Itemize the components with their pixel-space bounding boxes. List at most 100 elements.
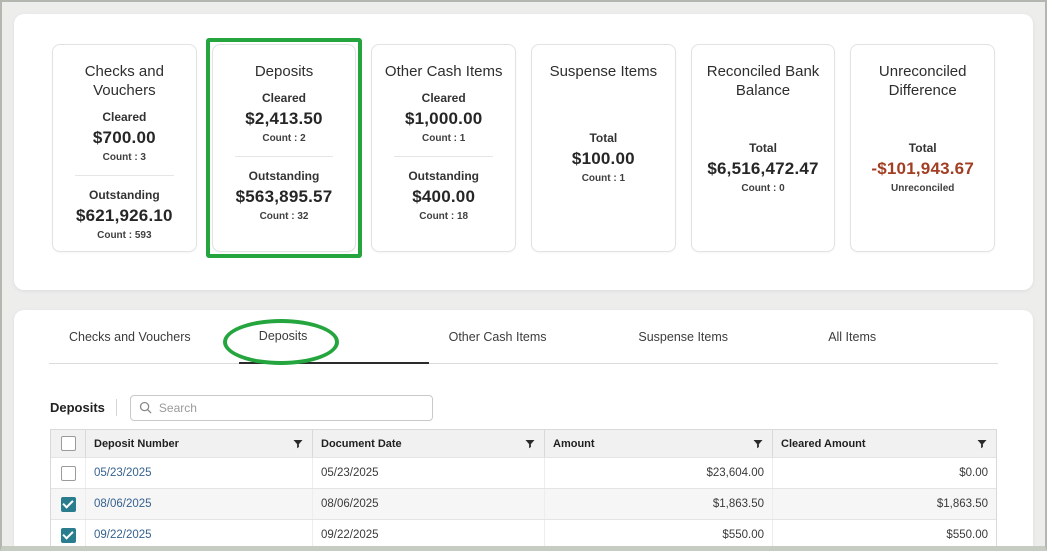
summary-card-unreconciled-difference[interactable]: Unreconciled Difference Total -$101,943.… (850, 44, 996, 252)
tab-label: All Items (828, 329, 877, 344)
card-section-label: Total (908, 140, 937, 155)
summary-card-other-cash-items[interactable]: Other Cash Items Cleared $1,000.00 Count… (371, 44, 517, 252)
amount-cell: $23,604.00 (544, 458, 772, 488)
cleared-amount-cell: $1,863.50 (772, 489, 996, 519)
section-title: Deposits (50, 400, 105, 415)
card-section-label: Cleared (421, 90, 466, 105)
table-header-row: Deposit Number Document Date Amount Clea… (51, 430, 996, 457)
deposit-number-cell: 09/22/2025 (85, 520, 312, 546)
filter-icon[interactable] (976, 438, 988, 450)
card-sections: Cleared $2,413.50 Count : 2 Outstanding … (221, 91, 348, 222)
deposit-number-cell: 08/06/2025 (85, 489, 312, 519)
deposits-table: Deposit Number Document Date Amount Clea… (50, 429, 997, 546)
card-section-count: Count : 32 (259, 210, 309, 222)
column-header-label: Document Date (321, 437, 402, 450)
amount-cell: $1,863.50 (544, 489, 772, 519)
card-section: Total $6,516,472.47 Count : 0 (700, 141, 827, 194)
card-section: Cleared $1,000.00 Count : 1 (380, 91, 507, 144)
select-all-cell (51, 430, 85, 457)
card-divider (394, 155, 494, 157)
card-section-label: Total (589, 131, 618, 146)
card-section-amount: $2,413.50 (245, 108, 323, 128)
checkbox-cell (51, 489, 85, 519)
deposit-number-link[interactable]: 09/22/2025 (94, 529, 152, 541)
card-title: Reconciled Bank Balance (706, 63, 820, 99)
search-box[interactable] (129, 394, 433, 421)
card-section: Total -$101,943.67 Unreconciled (859, 141, 986, 194)
card-sections: Cleared $700.00 Count : 3 Outstanding $6… (61, 110, 188, 241)
checkbox-cell (51, 520, 85, 546)
card-section-amount: -$101,943.67 (871, 158, 974, 178)
tab-checks-and-vouchers[interactable]: Checks and Vouchers (49, 310, 239, 363)
card-section-count: Count : 3 (102, 151, 146, 163)
row-checkbox[interactable] (60, 527, 76, 543)
tab-deposits[interactable]: Deposits (238, 310, 429, 364)
card-title: Checks and Vouchers (84, 63, 164, 99)
summary-panel: Checks and Vouchers Cleared $700.00 Coun… (14, 14, 1033, 290)
card-sections: Cleared $1,000.00 Count : 1 Outstanding … (380, 91, 507, 222)
summary-card-checks-and-vouchers[interactable]: Checks and Vouchers Cleared $700.00 Coun… (52, 44, 197, 252)
search-icon (139, 401, 152, 414)
deposit-number-link[interactable]: 08/06/2025 (94, 498, 152, 510)
card-title: Unreconciled Difference (878, 63, 967, 99)
card-section-count: Count : 1 (422, 132, 466, 144)
document-date-cell: 09/22/2025 (312, 520, 544, 546)
cleared-amount-cell: $550.00 (772, 520, 996, 546)
card-section-count: Count : 2 (262, 132, 306, 144)
card-section: Outstanding $563,895.57 Count : 32 (221, 169, 348, 222)
table-body: 05/23/2025 05/23/2025 $23,604.00 $0.00 0… (51, 457, 996, 546)
tab-label: Deposits (258, 329, 308, 343)
summary-card-deposits[interactable]: Deposits Cleared $2,413.50 Count : 2 Out… (205, 38, 363, 258)
card-divider (75, 174, 174, 176)
table-row[interactable]: 09/22/2025 09/22/2025 $550.00 $550.00 (51, 519, 996, 546)
tab-all-items[interactable]: All Items (808, 310, 998, 363)
card-sections: Total $100.00 Count : 1 (540, 91, 667, 239)
cleared-amount-cell: $0.00 (772, 458, 996, 488)
detail-panel: Checks and Vouchers Deposits Other Cash … (14, 310, 1033, 546)
table-toolbar: Deposits (50, 394, 997, 421)
card-section-amount: $6,516,472.47 (707, 158, 819, 178)
column-header-amount: Amount (544, 430, 772, 457)
card-section-amount: $563,895.57 (235, 186, 333, 206)
column-header-deposit-number: Deposit Number (85, 430, 312, 457)
card-section-count: Count : 1 (581, 173, 626, 185)
card-section-label: Cleared (261, 90, 307, 105)
card-section-label: Total (749, 140, 777, 155)
tab-other-cash-items[interactable]: Other Cash Items (429, 310, 619, 363)
row-checkbox[interactable] (60, 496, 76, 512)
card-section-amount: $1,000.00 (404, 108, 483, 128)
column-header-document-date: Document Date (312, 430, 544, 457)
column-header-label: Deposit Number (94, 437, 179, 450)
amount-cell: $550.00 (544, 520, 772, 546)
row-checkbox[interactable] (60, 465, 76, 481)
card-section-amount: $400.00 (412, 186, 476, 206)
filter-icon[interactable] (524, 438, 536, 450)
card-section: Total $100.00 Count : 1 (540, 131, 667, 184)
tab-suspense-items[interactable]: Suspense Items (618, 310, 808, 363)
checkbox-cell (51, 458, 85, 488)
card-section-count: Count : 18 (419, 210, 469, 222)
card-section-label: Outstanding (248, 168, 320, 183)
filter-icon[interactable] (292, 438, 304, 450)
summary-card-suspense-items[interactable]: Suspense Items Total $100.00 Count : 1 (531, 44, 676, 252)
card-title: Other Cash Items (384, 63, 503, 80)
card-section: Cleared $2,413.50 Count : 2 (221, 91, 348, 144)
tab-label: Checks and Vouchers (69, 329, 191, 344)
card-section-label: Outstanding (408, 168, 480, 183)
card-sections: Total $6,516,472.47 Count : 0 (700, 110, 827, 240)
tab-label: Other Cash Items (448, 329, 547, 344)
filter-icon[interactable] (752, 438, 764, 450)
tab-bar: Checks and Vouchers Deposits Other Cash … (49, 310, 998, 364)
document-date-cell: 08/06/2025 (312, 489, 544, 519)
column-header-cleared-amount: Cleared Amount (772, 430, 996, 457)
search-input[interactable] (158, 400, 424, 415)
table-row[interactable]: 08/06/2025 08/06/2025 $1,863.50 $1,863.5… (51, 488, 996, 519)
card-title: Suspense Items (549, 63, 658, 80)
deposit-number-link[interactable]: 05/23/2025 (94, 467, 152, 479)
table-row[interactable]: 05/23/2025 05/23/2025 $23,604.00 $0.00 (51, 457, 996, 488)
summary-card-reconciled-bank-balance[interactable]: Reconciled Bank Balance Total $6,516,472… (690, 44, 836, 252)
card-section-count: Count : 0 (741, 182, 785, 194)
document-date-cell: 05/23/2025 (312, 458, 544, 488)
select-all-checkbox[interactable] (60, 436, 76, 451)
